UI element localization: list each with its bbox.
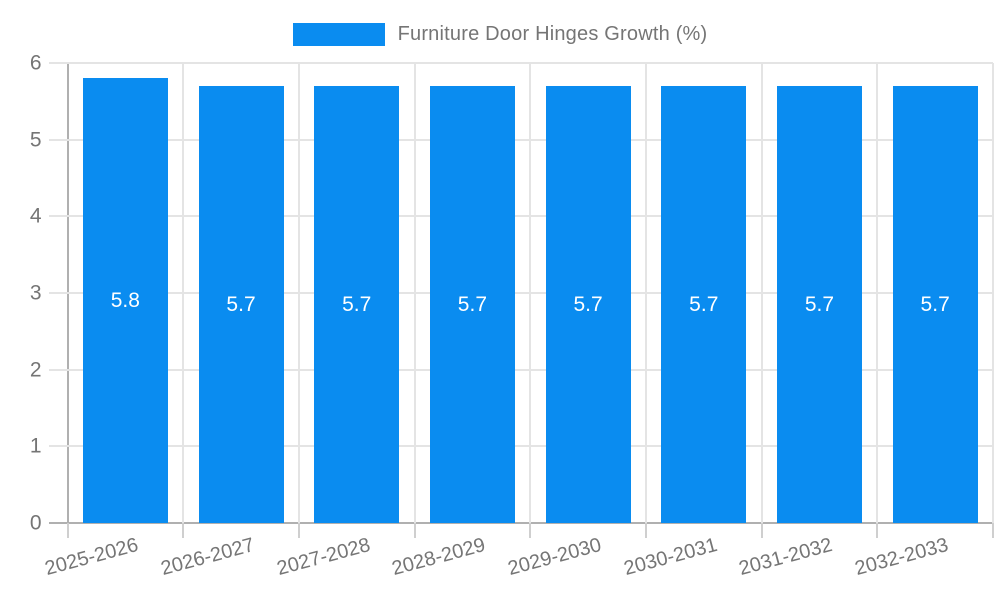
gridline-vertical bbox=[413, 63, 416, 523]
bar[interactable] bbox=[82, 78, 168, 523]
bar-value-label: 5.7 bbox=[920, 292, 950, 316]
x-axis-tick-label: 2032-2033 bbox=[852, 534, 951, 581]
bar[interactable] bbox=[545, 86, 631, 523]
gridline-vertical bbox=[182, 63, 185, 523]
bar-value-label: 5.7 bbox=[573, 292, 603, 316]
y-axis-tick-label: 0 bbox=[29, 511, 42, 535]
bar-value-label: 5.7 bbox=[804, 292, 835, 316]
bar[interactable] bbox=[892, 86, 978, 523]
y-axis-tick-label: 3 bbox=[29, 281, 42, 305]
x-axis-tick-label: 2029-2030 bbox=[505, 534, 604, 581]
x-axis-tick-label: 2031-2032 bbox=[737, 534, 836, 581]
x-axis-tick bbox=[413, 523, 416, 538]
gridline-vertical bbox=[760, 63, 763, 523]
bar[interactable] bbox=[661, 86, 747, 523]
x-axis-tick-label: 2027-2028 bbox=[274, 534, 373, 581]
x-axis-tick bbox=[644, 523, 647, 538]
x-axis-tick-label: 2025-2026 bbox=[42, 534, 142, 581]
x-axis-tick bbox=[760, 523, 763, 538]
x-axis-tick bbox=[66, 523, 69, 538]
x-axis-tick bbox=[182, 523, 185, 538]
x-axis-tick-label: 2028-2029 bbox=[390, 534, 489, 581]
x-axis-tick bbox=[297, 523, 300, 538]
bar-value-label: 5.7 bbox=[226, 292, 256, 316]
gridline-vertical bbox=[644, 63, 647, 523]
bar[interactable] bbox=[776, 86, 862, 523]
y-axis-tick-label: 1 bbox=[29, 434, 42, 458]
x-axis-tick-label: 2030-2031 bbox=[621, 534, 720, 581]
x-axis-tick bbox=[992, 523, 994, 538]
gridline-vertical bbox=[297, 63, 300, 523]
y-axis-tick-label: 4 bbox=[29, 204, 42, 228]
bar-value-label: 5.7 bbox=[689, 292, 719, 316]
y-axis-tick-label: 6 bbox=[29, 51, 42, 75]
bar[interactable] bbox=[314, 86, 400, 523]
gridline-vertical bbox=[529, 63, 532, 523]
y-axis-tick-label: 2 bbox=[29, 358, 42, 382]
gridline-horizontal bbox=[48, 445, 993, 448]
x-axis-line bbox=[48, 522, 993, 524]
gridline-horizontal bbox=[48, 62, 993, 64]
bar[interactable] bbox=[429, 86, 515, 523]
gridline-horizontal bbox=[48, 368, 993, 371]
bar-value-label: 5.8 bbox=[110, 288, 140, 312]
gridline-horizontal bbox=[48, 292, 993, 294]
legend-swatch bbox=[292, 22, 385, 46]
legend-item[interactable]: Furniture Door Hinges Growth (%) bbox=[0, 14, 1000, 54]
x-axis-tick bbox=[876, 523, 879, 538]
bar-value-label: 5.7 bbox=[457, 292, 488, 316]
x-axis-tick-label: 2026-2027 bbox=[158, 534, 257, 581]
legend-label: Furniture Door Hinges Growth (%) bbox=[397, 22, 708, 45]
gridline-vertical bbox=[992, 63, 994, 523]
bar-value-label: 5.7 bbox=[342, 292, 372, 316]
gridline-horizontal bbox=[48, 215, 993, 218]
x-axis-tick bbox=[529, 523, 532, 538]
bar[interactable] bbox=[198, 86, 284, 523]
gridline-horizontal bbox=[48, 138, 993, 141]
gridline-vertical bbox=[876, 63, 879, 523]
plot-area: 0 1 2 3 4 5 6 5.8 2025-2026 5.7 2026-2027 5.7 2027-2… bbox=[30, 53, 994, 580]
y-axis-tick-label: 5 bbox=[29, 128, 42, 152]
